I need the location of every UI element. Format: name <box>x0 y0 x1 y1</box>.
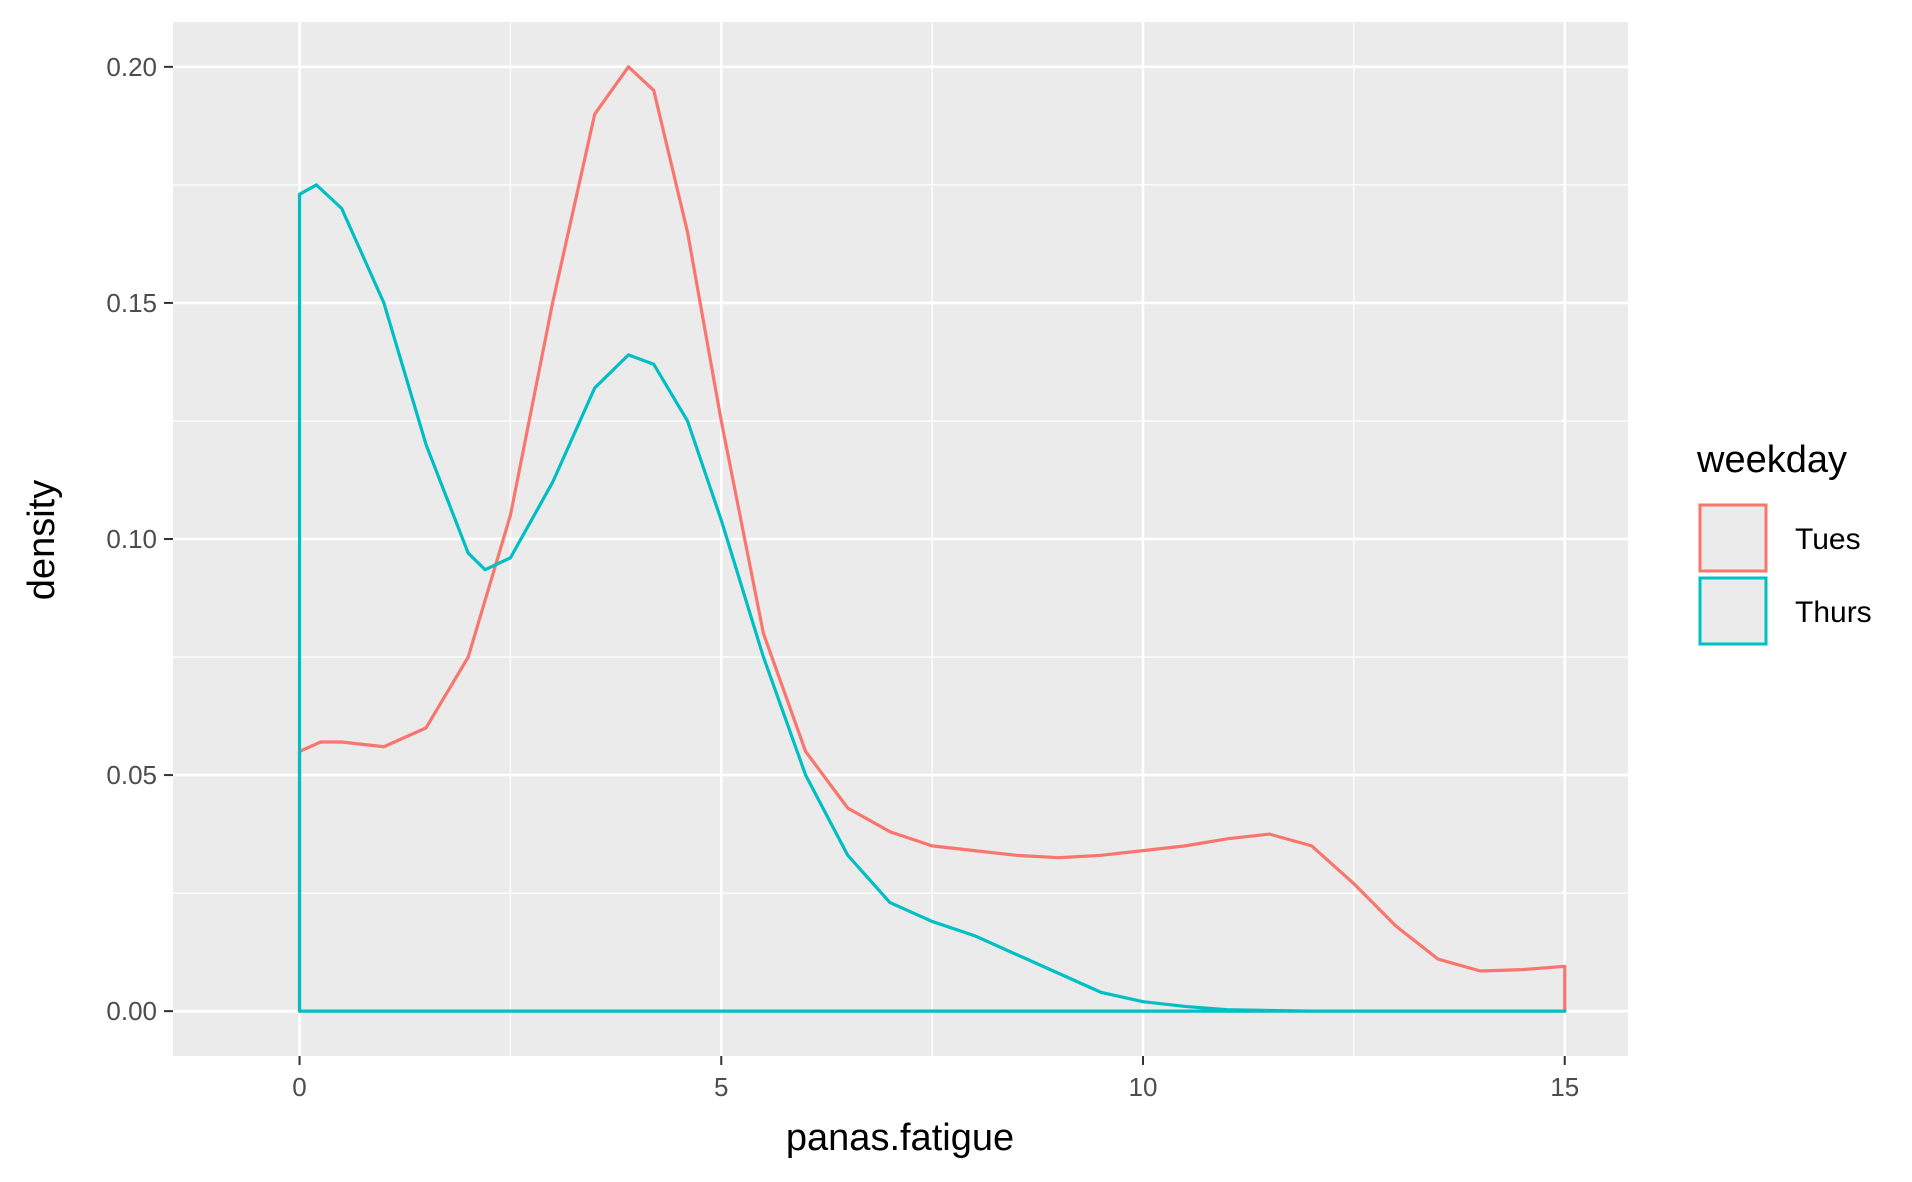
legend: weekday Tues Thurs <box>1696 439 1872 646</box>
x-tick-label: 0 <box>292 1072 306 1102</box>
legend-key-tues <box>1698 503 1768 573</box>
x-tick-label: 15 <box>1550 1072 1579 1102</box>
y-axis-title: density <box>21 480 63 600</box>
x-axis: 0 5 10 15 <box>292 1056 1579 1102</box>
x-axis-title: panas.fatigue <box>786 1117 1014 1159</box>
y-axis: 0.00 0.05 0.10 0.15 0.20 <box>106 52 173 1026</box>
x-tick-label: 10 <box>1129 1072 1158 1102</box>
y-tick-label: 0.10 <box>106 524 157 554</box>
density-line-thurs <box>297 183 1567 1013</box>
y-tick-label: 0.00 <box>106 996 157 1026</box>
y-tick-label: 0.15 <box>106 288 157 318</box>
series-layer <box>297 65 1567 1013</box>
legend-title: weekday <box>1696 439 1847 481</box>
density-line-tues <box>297 65 1567 1013</box>
x-tick-label: 5 <box>714 1072 728 1102</box>
legend-label-tues: Tues <box>1795 523 1861 556</box>
legend-label-thurs: Thurs <box>1795 596 1872 629</box>
legend-key-thurs <box>1698 576 1768 646</box>
y-tick-label: 0.05 <box>106 760 157 790</box>
y-tick-label: 0.20 <box>106 52 157 82</box>
